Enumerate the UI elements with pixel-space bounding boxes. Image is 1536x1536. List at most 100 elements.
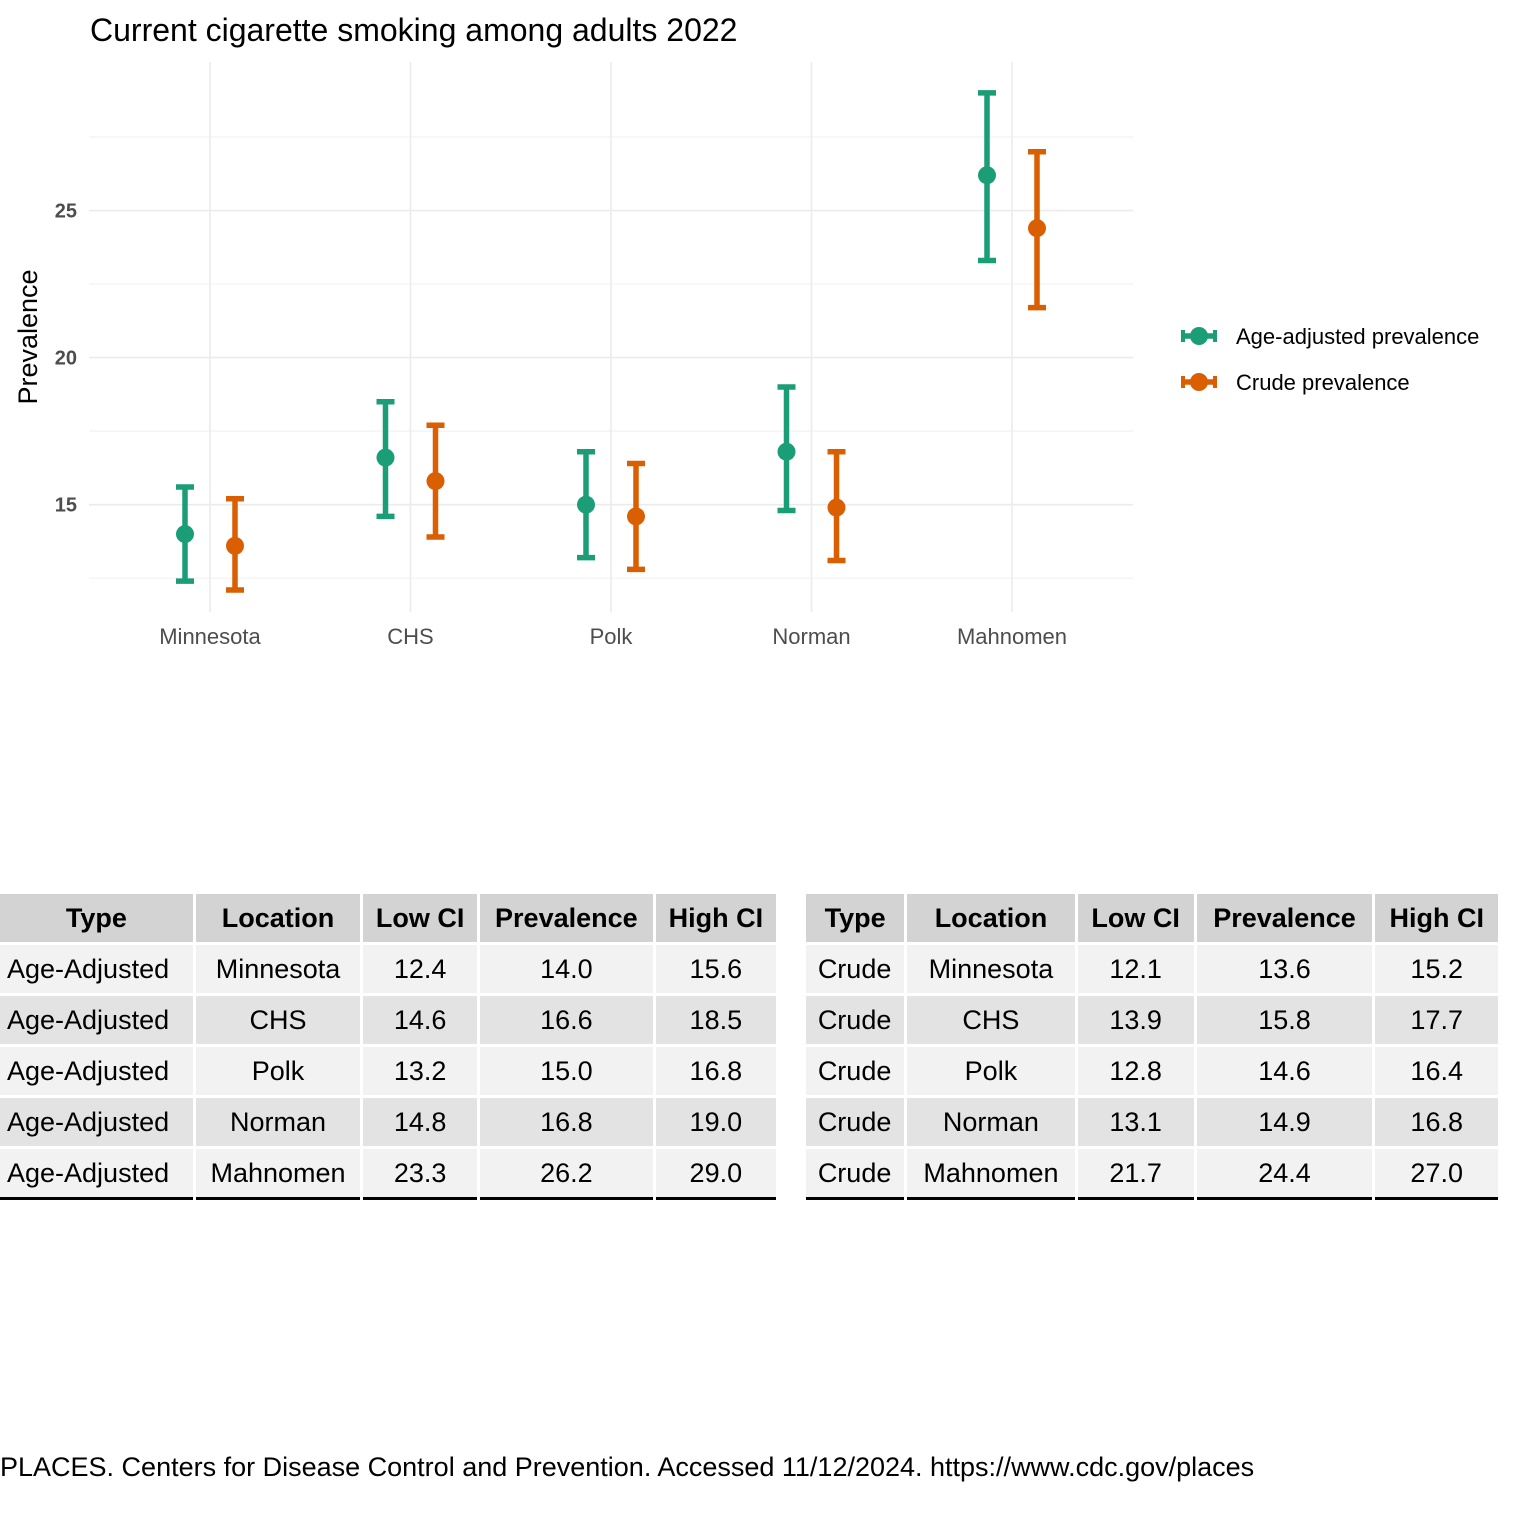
- table-cell: 21.7: [1077, 1149, 1194, 1200]
- data-point: [176, 525, 194, 544]
- table-cell: Crude: [806, 996, 905, 1047]
- table-row: Age-Adjusted CHS 14.6 16.6 18.5: [0, 996, 776, 1047]
- table-cell: 13.2: [363, 1047, 478, 1098]
- table-header-row: Type Location Low CI Prevalence High CI: [806, 894, 1498, 945]
- legend-key-point: [1190, 327, 1208, 345]
- column-header: Location: [907, 894, 1075, 945]
- series-crude-prevalence: [226, 148, 1046, 593]
- table-cell: 17.7: [1375, 996, 1498, 1047]
- y-tick-label: 20: [55, 348, 77, 370]
- table-cell: 27.0: [1375, 1149, 1498, 1200]
- column-header: Low CI: [363, 894, 478, 945]
- table-cell: 18.5: [655, 996, 776, 1047]
- table-cell: Crude: [806, 945, 905, 996]
- table-cell: Mahnomen: [907, 1149, 1075, 1200]
- table-cell: Mahnomen: [195, 1149, 361, 1200]
- table-cell: 14.6: [1196, 1047, 1373, 1098]
- table-cell: Age-Adjusted: [0, 1098, 193, 1149]
- table-header-row: Type Location Low CI Prevalence High CI: [0, 894, 776, 945]
- series-layer: [176, 90, 1046, 593]
- table-row: Crude Mahnomen 21.7 24.4 27.0: [806, 1149, 1498, 1200]
- table-cell: Age-Adjusted: [0, 996, 193, 1047]
- table-cell: 26.2: [480, 1149, 653, 1200]
- table-cell: Crude: [806, 1149, 905, 1200]
- column-header: Prevalence: [480, 894, 653, 945]
- table-cell: 13.6: [1196, 945, 1373, 996]
- data-point: [1028, 219, 1046, 238]
- table-cell: CHS: [907, 996, 1075, 1047]
- table-cell: Minnesota: [907, 945, 1075, 996]
- table-cell: 13.1: [1077, 1098, 1194, 1149]
- table-row: Crude Minnesota 12.1 13.6 15.2: [806, 945, 1498, 996]
- table-cell: 14.8: [363, 1098, 478, 1149]
- data-point: [978, 166, 996, 185]
- table-cell: 16.4: [1375, 1047, 1498, 1098]
- chart-title: Current cigarette smoking among adults 2…: [90, 12, 737, 48]
- column-header: Type: [806, 894, 905, 945]
- table-cell: Polk: [907, 1047, 1075, 1098]
- data-point: [376, 448, 395, 467]
- y-tick-label: 25: [55, 201, 77, 223]
- table-row: Crude Norman 13.1 14.9 16.8: [806, 1098, 1498, 1149]
- table-cell: 14.6: [363, 996, 478, 1047]
- data-point: [627, 507, 645, 526]
- x-tick-label: Mahnomen: [957, 624, 1067, 649]
- table-cell: 12.1: [1077, 945, 1194, 996]
- table-cell: 23.3: [363, 1149, 478, 1200]
- y-axis-ticks: 15 20 25: [55, 201, 77, 517]
- legend-label: Age-adjusted prevalence: [1236, 324, 1479, 349]
- table-cell: 16.8: [480, 1098, 653, 1149]
- data-point: [426, 472, 445, 491]
- column-header: High CI: [655, 894, 776, 945]
- data-point: [827, 498, 846, 517]
- table-cell: 13.9: [1077, 996, 1194, 1047]
- table-cell: 15.0: [480, 1047, 653, 1098]
- table-row: Age-Adjusted Minnesota 12.4 14.0 15.6: [0, 945, 776, 996]
- legend-item: Age-adjusted prevalence: [1181, 324, 1479, 349]
- column-header: Type: [0, 894, 193, 945]
- data-point: [777, 442, 796, 461]
- table-cell: 15.6: [655, 945, 776, 996]
- column-header: Prevalence: [1196, 894, 1373, 945]
- y-axis-title: Prevalence: [13, 269, 43, 404]
- x-tick-label: CHS: [387, 624, 433, 649]
- table-cell: 12.8: [1077, 1047, 1194, 1098]
- table-cell: 14.9: [1196, 1098, 1373, 1149]
- data-point: [577, 495, 595, 514]
- table-cell: 29.0: [655, 1149, 776, 1200]
- table-cell: Age-Adjusted: [0, 1047, 193, 1098]
- table-cell: 16.8: [1375, 1098, 1498, 1149]
- x-axis-ticks: Minnesota CHS Polk Norman Mahnomen: [159, 624, 1067, 649]
- legend: Age-adjusted prevalence Crude prevalence: [1181, 324, 1479, 395]
- table-row: Age-Adjusted Norman 14.8 16.8 19.0: [0, 1098, 776, 1149]
- table-cell: Minnesota: [195, 945, 361, 996]
- source-caption: PLACES. Centers for Disease Control and …: [0, 1452, 1255, 1482]
- grid-lines: [89, 62, 1133, 612]
- table-cell: 15.2: [1375, 945, 1498, 996]
- table-cell: Polk: [195, 1047, 361, 1098]
- table-cell: 16.6: [480, 996, 653, 1047]
- table-cell: Norman: [907, 1098, 1075, 1149]
- legend-key-point: [1190, 373, 1208, 391]
- table-row: Crude CHS 13.9 15.8 17.7: [806, 996, 1498, 1047]
- x-tick-label: Norman: [772, 624, 850, 649]
- age-adjusted-table: Type Location Low CI Prevalence High CI …: [0, 894, 779, 1200]
- column-header: Location: [195, 894, 361, 945]
- table-cell: 19.0: [655, 1098, 776, 1149]
- column-header: Low CI: [1077, 894, 1194, 945]
- table-cell: Age-Adjusted: [0, 945, 193, 996]
- x-tick-label: Minnesota: [159, 624, 261, 649]
- table-cell: CHS: [195, 996, 361, 1047]
- table-cell: 24.4: [1196, 1149, 1373, 1200]
- series-age-adjusted-prevalence: [176, 90, 996, 584]
- table-cell: Crude: [806, 1098, 905, 1149]
- table-cell: 12.4: [363, 945, 478, 996]
- data-point: [226, 536, 244, 555]
- table-cell: Norman: [195, 1098, 361, 1149]
- table-cell: 15.8: [1196, 996, 1373, 1047]
- legend-label: Crude prevalence: [1236, 370, 1410, 395]
- table-cell: 16.8: [655, 1047, 776, 1098]
- crude-table: Type Location Low CI Prevalence High CI …: [803, 894, 1501, 1200]
- x-tick-label: Polk: [590, 624, 634, 649]
- table-row: Crude Polk 12.8 14.6 16.4: [806, 1047, 1498, 1098]
